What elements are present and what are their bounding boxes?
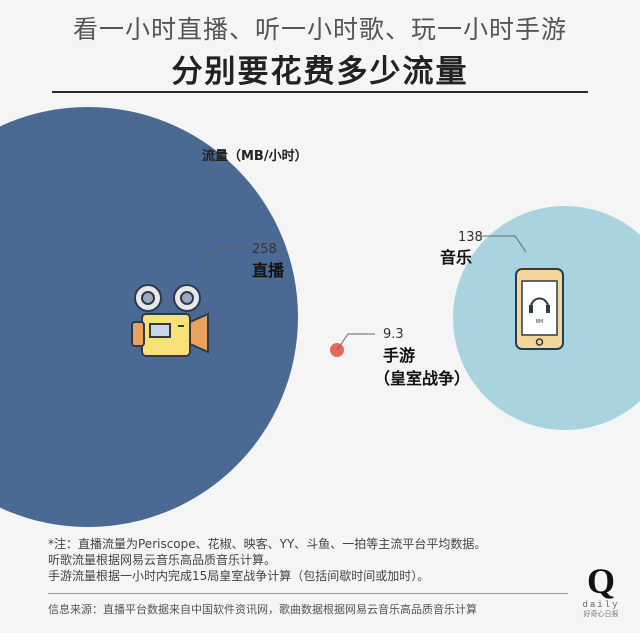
category-label-game: 手游: [383, 346, 415, 365]
value-label-game: 9.3: [383, 327, 404, 342]
value-label-music: 138: [458, 230, 483, 245]
svg-text:8M: 8M: [536, 319, 544, 325]
leader-line-game: [336, 333, 375, 351]
value-label-live: 258: [252, 242, 277, 257]
logo-letter: Q: [586, 561, 615, 601]
chart-title: 看一小时直播、听一小时歌、玩一小时手游: [72, 15, 567, 44]
leader-line-music: [481, 235, 527, 253]
category-sublabel-game: （皇室战争）: [374, 369, 470, 388]
source-text: 信息来源：直播平台数据来自中国软件资讯网，歌曲数据根据网易云音乐高品质音乐计算: [48, 603, 477, 616]
chart-subtitle: 分别要花费多少流量: [171, 54, 469, 90]
logo-word: daily: [582, 600, 620, 610]
footnote-line: 听歌流量根据网易云音乐高品质音乐计算。: [48, 553, 277, 567]
footnotes: *注：直播流量为Periscope、花椒、映客、YY、斗鱼、一拍等主流平台平均数…: [48, 536, 588, 584]
phone-headphones-icon: 8M: [515, 268, 564, 350]
footnote-line: 手游流量根据一小时内完成15局皇室战争计算（包括间歇时间或加时）。: [48, 569, 430, 583]
title-divider: [52, 91, 588, 93]
brand-logo: Q daily 好奇心日报: [575, 562, 627, 619]
leader-line-live: [199, 247, 248, 269]
category-label-live: 直播: [252, 261, 285, 280]
video-camera-icon: [131, 284, 209, 357]
source-divider: [48, 593, 568, 594]
category-label-music: 音乐: [440, 248, 472, 267]
unit-label: 流量（MB/小时）: [202, 148, 308, 164]
footnote-line: *注：直播流量为Periscope、花椒、映客、YY、斗鱼、一拍等主流平台平均数…: [48, 537, 487, 551]
logo-cn: 好奇心日报: [583, 610, 619, 618]
